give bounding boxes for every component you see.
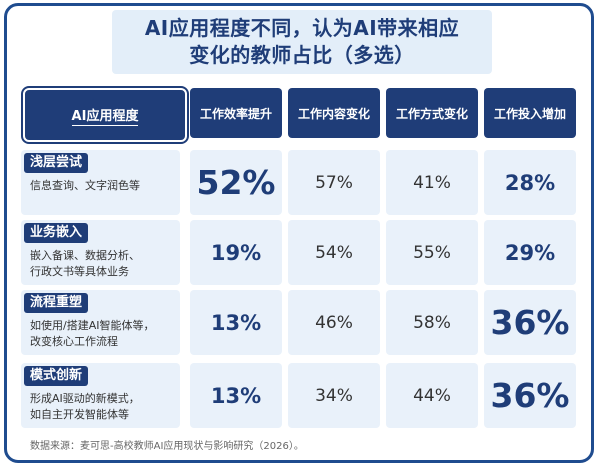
column-header-content: 工作内容变化 bbox=[288, 88, 380, 138]
row-tag: 流程重塑 bbox=[24, 293, 89, 313]
value-cell: 55% bbox=[386, 220, 478, 285]
column-header-input: 工作投入增加 bbox=[484, 88, 576, 138]
value-cell: 41% bbox=[386, 150, 478, 215]
value-cell: 28% bbox=[484, 150, 576, 215]
row-description-line: 改变核心工作流程 bbox=[30, 335, 118, 348]
value-cell: 13% bbox=[190, 363, 282, 428]
row-tag: 浅层尝试 bbox=[24, 153, 89, 173]
row-description: 嵌入备课、数据分析、 行政文书等具体业务 bbox=[30, 248, 176, 280]
source-note: 数据来源：麦可思-高校教师AI应用现状与影响研究（2026）。 bbox=[30, 441, 304, 452]
row-description-line: 信息查询、文字润色等 bbox=[30, 179, 140, 192]
value-cell: 57% bbox=[288, 150, 380, 215]
value-cell: 19% bbox=[190, 220, 282, 285]
value-cell: 58% bbox=[386, 290, 478, 355]
value-cell: 52% bbox=[190, 150, 282, 215]
row-description-line: 行政文书等具体业务 bbox=[30, 265, 129, 278]
value-cell: 36% bbox=[484, 290, 576, 355]
row-label: 浅层尝试信息查询、文字润色等 bbox=[21, 150, 180, 215]
row-description: 如使用/搭建AI智能体等， 改变核心工作流程 bbox=[30, 318, 176, 350]
row-description-line: 如使用/搭建AI智能体等， bbox=[30, 319, 155, 332]
row-header: AI应用程度 bbox=[23, 88, 187, 142]
row-label: 流程重塑如使用/搭建AI智能体等， 改变核心工作流程 bbox=[21, 290, 180, 355]
row-label: 业务嵌入嵌入备课、数据分析、 行政文书等具体业务 bbox=[21, 220, 180, 285]
row-description-line: 如自主开发智能体等 bbox=[30, 408, 129, 421]
value-cell: 29% bbox=[484, 220, 576, 285]
value-cell: 13% bbox=[190, 290, 282, 355]
row-description: 信息查询、文字润色等 bbox=[30, 178, 176, 194]
row-tag: 模式创新 bbox=[24, 366, 89, 386]
row-tag: 业务嵌入 bbox=[24, 223, 89, 243]
row-description: 形成AI驱动的新模式， 如自主开发智能体等 bbox=[30, 391, 176, 423]
row-header-label: AI应用程度 bbox=[71, 105, 139, 126]
value-cell: 36% bbox=[484, 363, 576, 428]
row-label: 模式创新形成AI驱动的新模式， 如自主开发智能体等 bbox=[21, 363, 180, 428]
value-cell: 44% bbox=[386, 363, 478, 428]
column-header-efficiency: 工作效率提升 bbox=[190, 88, 282, 138]
title-line-1: AI应用程度不同，认为AI带来相应 bbox=[144, 16, 460, 40]
title-line-2: 变化的教师占比（多选） bbox=[189, 43, 415, 67]
column-header-method: 工作方式变化 bbox=[386, 88, 478, 138]
row-description-line: 嵌入备课、数据分析、 bbox=[30, 249, 140, 262]
value-cell: 46% bbox=[288, 290, 380, 355]
title-box: AI应用程度不同，认为AI带来相应 变化的教师占比（多选） bbox=[112, 10, 492, 74]
value-cell: 54% bbox=[288, 220, 380, 285]
value-cell: 34% bbox=[288, 363, 380, 428]
row-description-line: 形成AI驱动的新模式， bbox=[30, 392, 140, 405]
